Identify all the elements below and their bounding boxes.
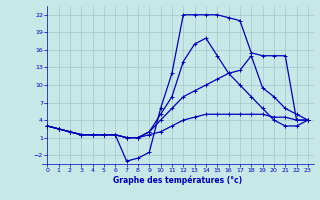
- X-axis label: Graphe des températures (°c): Graphe des températures (°c): [113, 176, 242, 185]
